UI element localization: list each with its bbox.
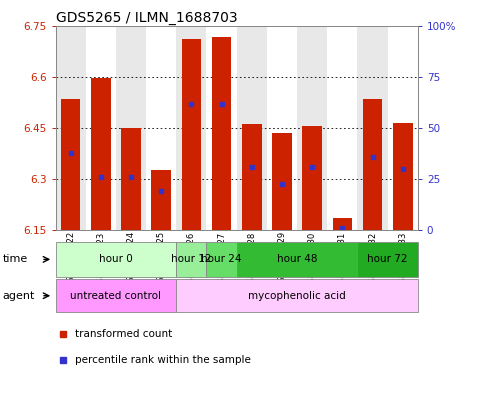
Bar — [332, 218, 352, 230]
Bar — [212, 37, 231, 230]
Bar — [357, 26, 388, 230]
Bar — [121, 128, 141, 230]
Bar — [86, 26, 116, 230]
Text: hour 72: hour 72 — [368, 254, 408, 264]
Bar — [56, 242, 176, 277]
Text: agent: agent — [2, 291, 35, 301]
Bar — [91, 78, 111, 230]
Bar — [146, 26, 176, 230]
Bar — [176, 26, 207, 230]
Bar — [272, 133, 292, 230]
Bar — [242, 124, 262, 230]
Text: hour 12: hour 12 — [171, 254, 212, 264]
Bar — [302, 126, 322, 230]
Bar — [267, 26, 297, 230]
Bar — [393, 123, 412, 230]
Bar — [207, 26, 237, 230]
Text: hour 48: hour 48 — [277, 254, 317, 264]
Bar — [176, 242, 207, 277]
Bar — [297, 26, 327, 230]
Bar — [237, 242, 357, 277]
Text: percentile rank within the sample: percentile rank within the sample — [75, 355, 251, 365]
Bar — [116, 26, 146, 230]
Text: mycophenolic acid: mycophenolic acid — [248, 291, 346, 301]
Bar — [207, 242, 237, 277]
Text: time: time — [2, 254, 28, 264]
Bar — [61, 99, 81, 230]
Bar — [182, 39, 201, 230]
Bar — [237, 26, 267, 230]
Text: untreated control: untreated control — [71, 291, 161, 301]
Bar — [327, 26, 357, 230]
Text: GDS5265 / ILMN_1688703: GDS5265 / ILMN_1688703 — [56, 11, 237, 24]
Bar — [176, 279, 418, 312]
Bar — [363, 99, 383, 230]
Text: transformed count: transformed count — [75, 329, 172, 338]
Text: hour 24: hour 24 — [201, 254, 242, 264]
Bar — [357, 242, 418, 277]
Bar — [388, 26, 418, 230]
Bar — [151, 170, 171, 230]
Bar — [56, 279, 176, 312]
Bar — [56, 26, 86, 230]
Text: hour 0: hour 0 — [99, 254, 133, 264]
